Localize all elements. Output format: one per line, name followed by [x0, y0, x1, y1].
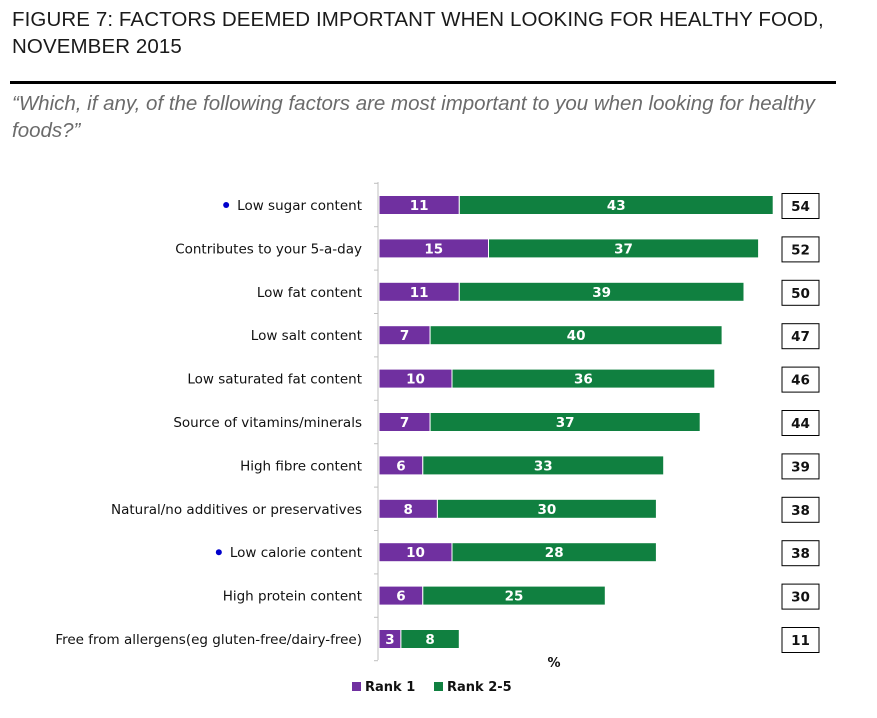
- bar-rank25: [458, 281, 745, 302]
- total-box: [781, 583, 820, 610]
- bar-rank1-value-label: 11: [410, 285, 429, 301]
- bar-segments: 11 43 15 37 11 39 7 40 10 36 7 37 6 33 8 30 10 28 6 25 3 8: [378, 195, 774, 649]
- category-label: Free from allergens(eg gluten-free/dairy…: [55, 632, 362, 648]
- total-value-label: 11: [791, 633, 810, 649]
- bar-rank25-value-label: 43: [607, 198, 626, 214]
- bullet-marker: [223, 202, 230, 208]
- total-box: [781, 627, 820, 653]
- bar-rank1-value-label: 6: [396, 458, 405, 474]
- category-label: Low fat content: [257, 285, 362, 301]
- category-labels: Low sugar content Contributes to your 5-a…: [55, 198, 362, 648]
- y-axis-ticks: [374, 182, 378, 662]
- total-box: [781, 540, 820, 567]
- bar-rank1-value-label: 10: [406, 545, 425, 561]
- bar-rank1-value-label: 7: [400, 415, 409, 431]
- category-label: Low salt content: [251, 328, 362, 344]
- bar-rank25-value-label: 8: [425, 632, 434, 648]
- category-label: High protein content: [223, 589, 362, 605]
- total-box: [781, 279, 820, 306]
- bar-rank1-value-label: 11: [410, 198, 429, 214]
- total-value-label: 38: [791, 546, 810, 562]
- total-box: [781, 323, 820, 350]
- bar-rank25-value-label: 37: [614, 241, 633, 257]
- x-axis-unit-label: %: [547, 656, 560, 671]
- category-label: Low sugar content: [237, 198, 362, 214]
- legend-label-rank25: Rank 2-5: [447, 680, 512, 695]
- bar-rank25: [422, 455, 665, 476]
- total-box: [781, 236, 820, 263]
- category-label: Low saturated fat content: [187, 372, 362, 388]
- legend-swatch-rank1: [352, 682, 361, 691]
- survey-question: “Which, if any, of the following factors…: [12, 92, 815, 142]
- bar-rank25: [488, 238, 760, 259]
- bar-rank25: [458, 195, 774, 215]
- total-box: [781, 193, 820, 219]
- total-box: [781, 366, 820, 393]
- bar-rank25: [429, 325, 723, 346]
- bar-rank1-value-label: 10: [406, 372, 425, 388]
- category-label: Natural/no additives or preservatives: [111, 502, 362, 518]
- bar-rank25-value-label: 33: [534, 458, 553, 474]
- bar-rank1-value-label: 3: [385, 632, 394, 648]
- total-box: [781, 410, 820, 436]
- legend-swatch-rank25: [434, 682, 443, 691]
- total-value-label: 46: [791, 373, 810, 389]
- bar-rank1-value-label: 7: [400, 328, 409, 344]
- bar-rank25-value-label: 28: [545, 545, 564, 561]
- bar-rank25-value-label: 40: [567, 328, 586, 344]
- bar-rank1-value-label: 15: [424, 241, 443, 257]
- total-boxes: 54 52 50 47 46 44 39 38 38 30 11: [781, 193, 820, 653]
- total-value-label: 30: [791, 590, 810, 606]
- total-value-label: 52: [791, 242, 810, 258]
- title-divider: [10, 81, 836, 84]
- bar-rank25-value-label: 30: [538, 502, 557, 518]
- bar-rank25: [451, 542, 657, 563]
- total-value-label: 39: [791, 459, 810, 475]
- category-label: High fibre content: [240, 458, 362, 474]
- category-label: Source of vitamins/minerals: [173, 415, 362, 431]
- figure-title: FIGURE 7: FACTORS DEEMED IMPORTANT WHEN …: [12, 8, 824, 58]
- bar-rank25-value-label: 36: [574, 372, 593, 388]
- total-value-label: 50: [791, 286, 810, 302]
- bar-rank25-value-label: 25: [505, 589, 524, 605]
- total-box: [781, 496, 820, 523]
- bar-rank25: [400, 629, 460, 649]
- bar-rank25-value-label: 37: [556, 415, 575, 431]
- bar-rank25: [436, 498, 657, 519]
- total-box: [781, 453, 820, 480]
- legend: Rank 1 Rank 2-5: [352, 680, 512, 695]
- total-value-label: 44: [791, 416, 810, 432]
- bar-rank25-value-label: 39: [592, 285, 611, 301]
- bar-rank25: [422, 585, 606, 606]
- bar-rank1-value-label: 6: [396, 589, 405, 605]
- total-value-label: 38: [791, 503, 810, 519]
- legend-label-rank1: Rank 1: [365, 680, 415, 695]
- bar-rank25: [451, 368, 716, 389]
- bullet-marker: [215, 549, 222, 556]
- total-value-label: 54: [791, 199, 810, 215]
- total-value-label: 47: [791, 329, 810, 345]
- bar-rank1-value-label: 8: [403, 502, 412, 518]
- bar-rank25: [429, 412, 701, 432]
- category-label: Contributes to your 5-a-day: [175, 241, 362, 257]
- category-label: Low calorie content: [230, 545, 362, 561]
